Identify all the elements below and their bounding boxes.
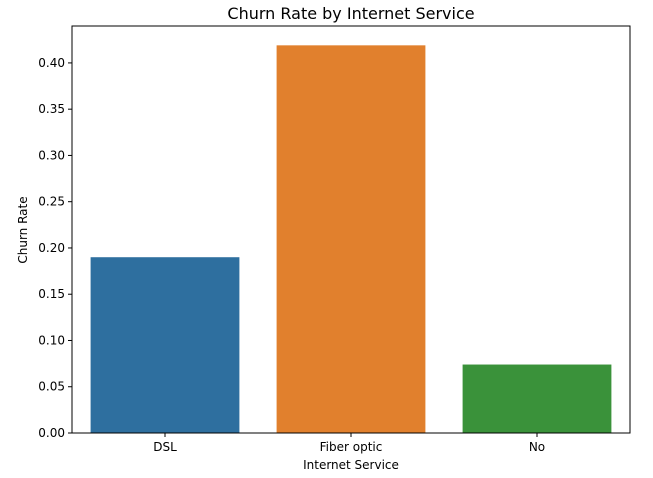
y-tick-label: 0.10 [38, 333, 65, 347]
axes-frame [71, 25, 631, 434]
chart-title: Churn Rate by Internet Service [227, 4, 474, 23]
x-tick-label: Fiber optic [320, 440, 383, 454]
y-tick-label: 0.40 [38, 56, 65, 70]
y-tick-label: 0.00 [38, 426, 65, 440]
x-tick-label: DSL [153, 440, 177, 454]
y-tick-label: 0.25 [38, 195, 65, 209]
y-tick-label: 0.15 [38, 287, 65, 301]
plot-area: DSL Fiber optic No 0.00 0.05 0.10 0.15 0.20 0.25… [38, 25, 631, 454]
bar-no [462, 364, 612, 433]
x-tick-label: No [529, 440, 545, 454]
bar-dsl [90, 257, 240, 433]
y-tick-label: 0.30 [38, 148, 65, 162]
y-tick-label: 0.35 [38, 102, 65, 116]
y-axis-label: Churn Rate [16, 196, 30, 263]
y-tick-label: 0.05 [38, 380, 65, 394]
x-axis-label: Internet Service [303, 458, 399, 472]
y-tick-label: 0.20 [38, 241, 65, 255]
bar-fiber-optic [276, 45, 426, 434]
